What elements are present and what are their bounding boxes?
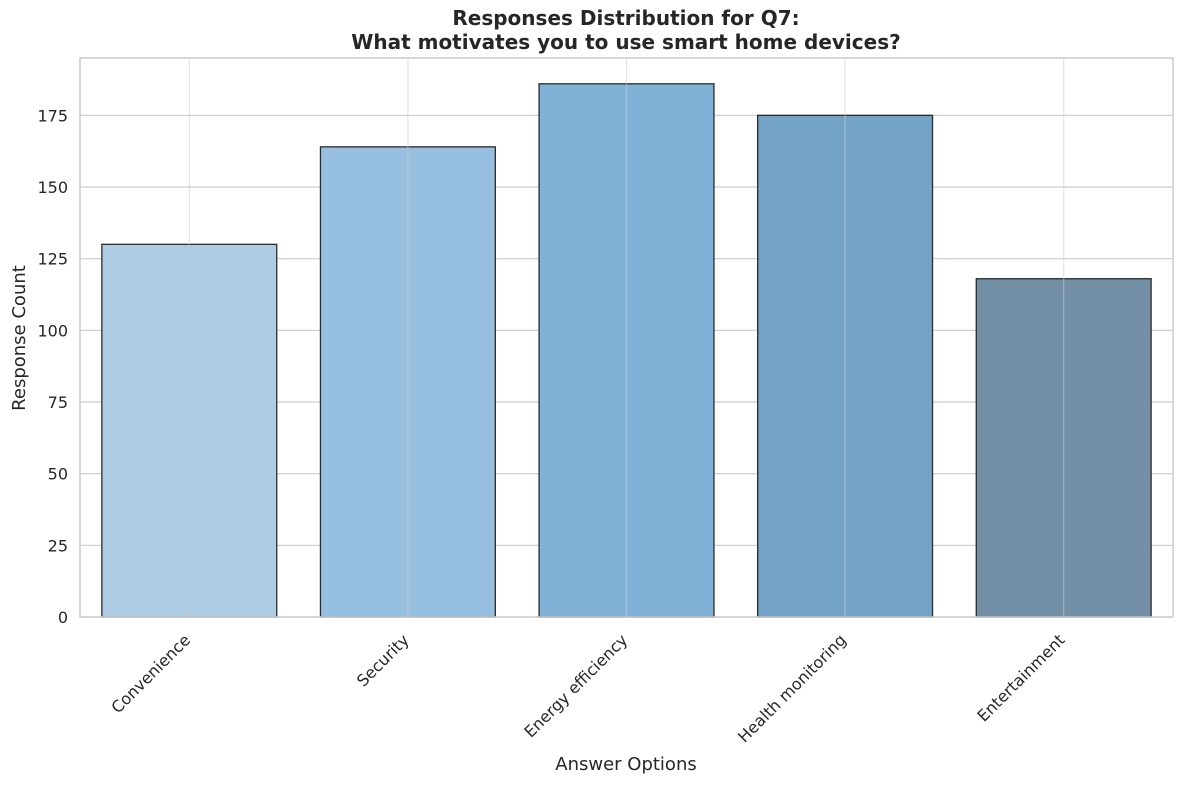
x-tick-label: Security bbox=[353, 630, 413, 690]
y-tick-labels: 0 25 50 75 100 125 150 175 bbox=[37, 106, 68, 627]
y-tick-label: 175 bbox=[37, 106, 68, 125]
y-tick-label: 75 bbox=[48, 393, 68, 412]
y-tick-label: 150 bbox=[37, 178, 68, 197]
x-tick-label: Energy efficiency bbox=[520, 630, 631, 741]
x-tick-label: Health monitoring bbox=[734, 630, 850, 746]
y-tick-label: 0 bbox=[58, 608, 68, 627]
plot-frame bbox=[79, 57, 1174, 618]
chart-title-line-1: Responses Distribution for Q7: bbox=[452, 6, 799, 30]
chart-title-line-2: What motivates you to use smart home dev… bbox=[351, 30, 900, 54]
chart-title: Responses Distribution for Q7: What moti… bbox=[351, 6, 900, 54]
vertical-gridlines bbox=[188, 58, 1065, 617]
y-tick-label: 100 bbox=[37, 321, 68, 340]
x-tick-label: Entertainment bbox=[973, 630, 1068, 725]
y-tick-label: 50 bbox=[48, 465, 68, 484]
x-tick-labels: Convenience Security Energy efficiency Heal… bbox=[107, 630, 1068, 746]
y-axis-label: Response Count bbox=[9, 265, 30, 411]
x-axis-label: Answer Options bbox=[555, 754, 696, 775]
x-tick-label: Convenience bbox=[107, 630, 194, 717]
y-tick-label: 25 bbox=[48, 536, 68, 555]
y-tick-label: 125 bbox=[37, 250, 68, 269]
